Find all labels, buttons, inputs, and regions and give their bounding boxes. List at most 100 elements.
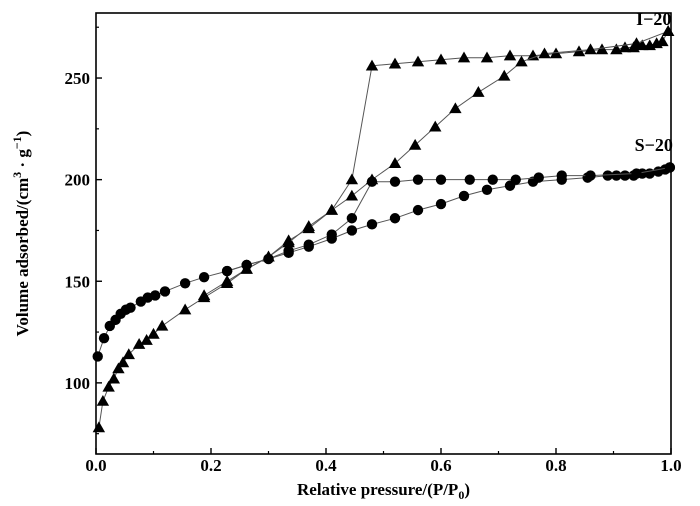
x-tick-label: 0.2 — [200, 456, 221, 475]
y-axis-label-tail: ) — [13, 131, 32, 137]
circle-point — [389, 213, 401, 224]
x-tick-label: 0.8 — [545, 456, 566, 475]
triangle-point — [345, 173, 359, 185]
triangle-point — [388, 157, 402, 169]
circle-point — [92, 351, 103, 362]
y-axis-label: Volume adsorbed/(cm3 · g−1) — [10, 131, 32, 337]
circle-point — [283, 245, 294, 256]
x-tick-label: 1.0 — [660, 456, 681, 475]
triangle-point — [515, 55, 528, 67]
triangle-point — [102, 380, 115, 392]
circle-point — [458, 190, 470, 202]
triangle-point — [503, 49, 517, 61]
x-axis-label-main: Relative pressure/(P/P — [297, 480, 458, 499]
circle-point — [198, 271, 210, 283]
triangle-point — [325, 203, 338, 215]
circle-point — [263, 253, 274, 265]
x-tick-label: 0.6 — [430, 456, 451, 475]
x-tick-label: 0.4 — [315, 456, 337, 475]
circle-point — [412, 204, 424, 216]
triangle-point — [538, 47, 551, 59]
triangle-point — [302, 220, 315, 232]
circle-point — [241, 259, 252, 271]
circle-point — [389, 176, 401, 187]
triangle-point — [630, 37, 643, 49]
labels-layer: 0.0 0.2 0.4 0.6 0.8 1.0 100 150 200 250 I−20 S−20 — [65, 9, 682, 475]
y-tick-label: 100 — [65, 374, 91, 393]
triangle-point — [112, 362, 125, 374]
circle-point — [510, 174, 521, 185]
y-tick-label: 150 — [65, 272, 91, 291]
circle-point — [159, 286, 171, 297]
ticks-layer — [95, 26, 672, 454]
triangle-point — [449, 102, 462, 114]
circle-point — [611, 170, 622, 181]
circle-point — [585, 170, 596, 181]
triangle-point — [429, 120, 442, 132]
circle-point — [644, 168, 655, 179]
circle-point — [602, 170, 613, 181]
triangle-point — [480, 51, 494, 63]
triangle-point — [656, 35, 669, 47]
series-s20 — [92, 162, 676, 362]
x-axis-label: Relative pressure/(P/P0) — [297, 480, 470, 502]
triangle-point — [526, 49, 540, 61]
triangle-point — [220, 275, 234, 286]
triangle-point — [107, 372, 121, 384]
circle-point — [346, 213, 358, 224]
x-axis-label-tail: ) — [464, 480, 470, 499]
circle-point — [412, 174, 424, 185]
circle-point — [664, 162, 676, 173]
circle-point — [366, 176, 378, 187]
triangle-point — [388, 57, 402, 69]
y-axis-label-main: Volume adsorbed/(cm — [13, 178, 32, 337]
y-axis-label-sup1: 3 — [10, 172, 24, 178]
triangle-point — [132, 338, 146, 349]
circle-point — [221, 265, 233, 277]
triangle-point — [96, 394, 110, 406]
circle-point — [487, 174, 498, 185]
series-layer — [92, 25, 676, 433]
circle-point — [150, 290, 161, 301]
y-tick-label: 250 — [65, 69, 91, 88]
triangle-point — [457, 51, 471, 63]
triangle-point — [197, 289, 211, 301]
circle-point — [464, 174, 475, 185]
circle-point — [326, 229, 337, 240]
triangle-point — [365, 59, 379, 71]
triangle-point — [155, 319, 169, 331]
circle-point — [481, 184, 493, 196]
circle-point — [125, 302, 136, 313]
x-tick-label: 0.0 — [85, 456, 106, 475]
circle-point — [619, 170, 631, 181]
triangle-point — [345, 189, 359, 201]
triangle-point — [178, 303, 192, 315]
circle-point — [346, 225, 358, 236]
y-axis-label-sup2: −1 — [10, 136, 24, 149]
triangle-point — [618, 41, 632, 53]
circle-point — [435, 198, 447, 210]
triangle-point — [140, 333, 153, 345]
circle-point — [631, 168, 642, 179]
triangle-point — [116, 356, 130, 368]
triangle-point — [472, 86, 485, 97]
series-label: I−20 — [636, 9, 671, 29]
triangle-point — [498, 69, 511, 81]
y-axis-label-mid: · g — [13, 149, 32, 172]
triangle-point — [282, 236, 295, 248]
triangle-point — [411, 55, 425, 67]
triangle-point — [122, 348, 135, 360]
triangle-point — [408, 138, 422, 150]
series-label: S−20 — [635, 135, 673, 155]
circle-point — [366, 219, 378, 230]
circle-point — [303, 239, 314, 250]
triangle-point — [595, 43, 609, 55]
circle-point — [98, 332, 110, 344]
circle-point — [435, 174, 447, 185]
triangle-point — [147, 327, 160, 339]
circle-point — [533, 172, 544, 183]
triangle-point — [434, 53, 448, 65]
series-i20 — [92, 25, 675, 433]
